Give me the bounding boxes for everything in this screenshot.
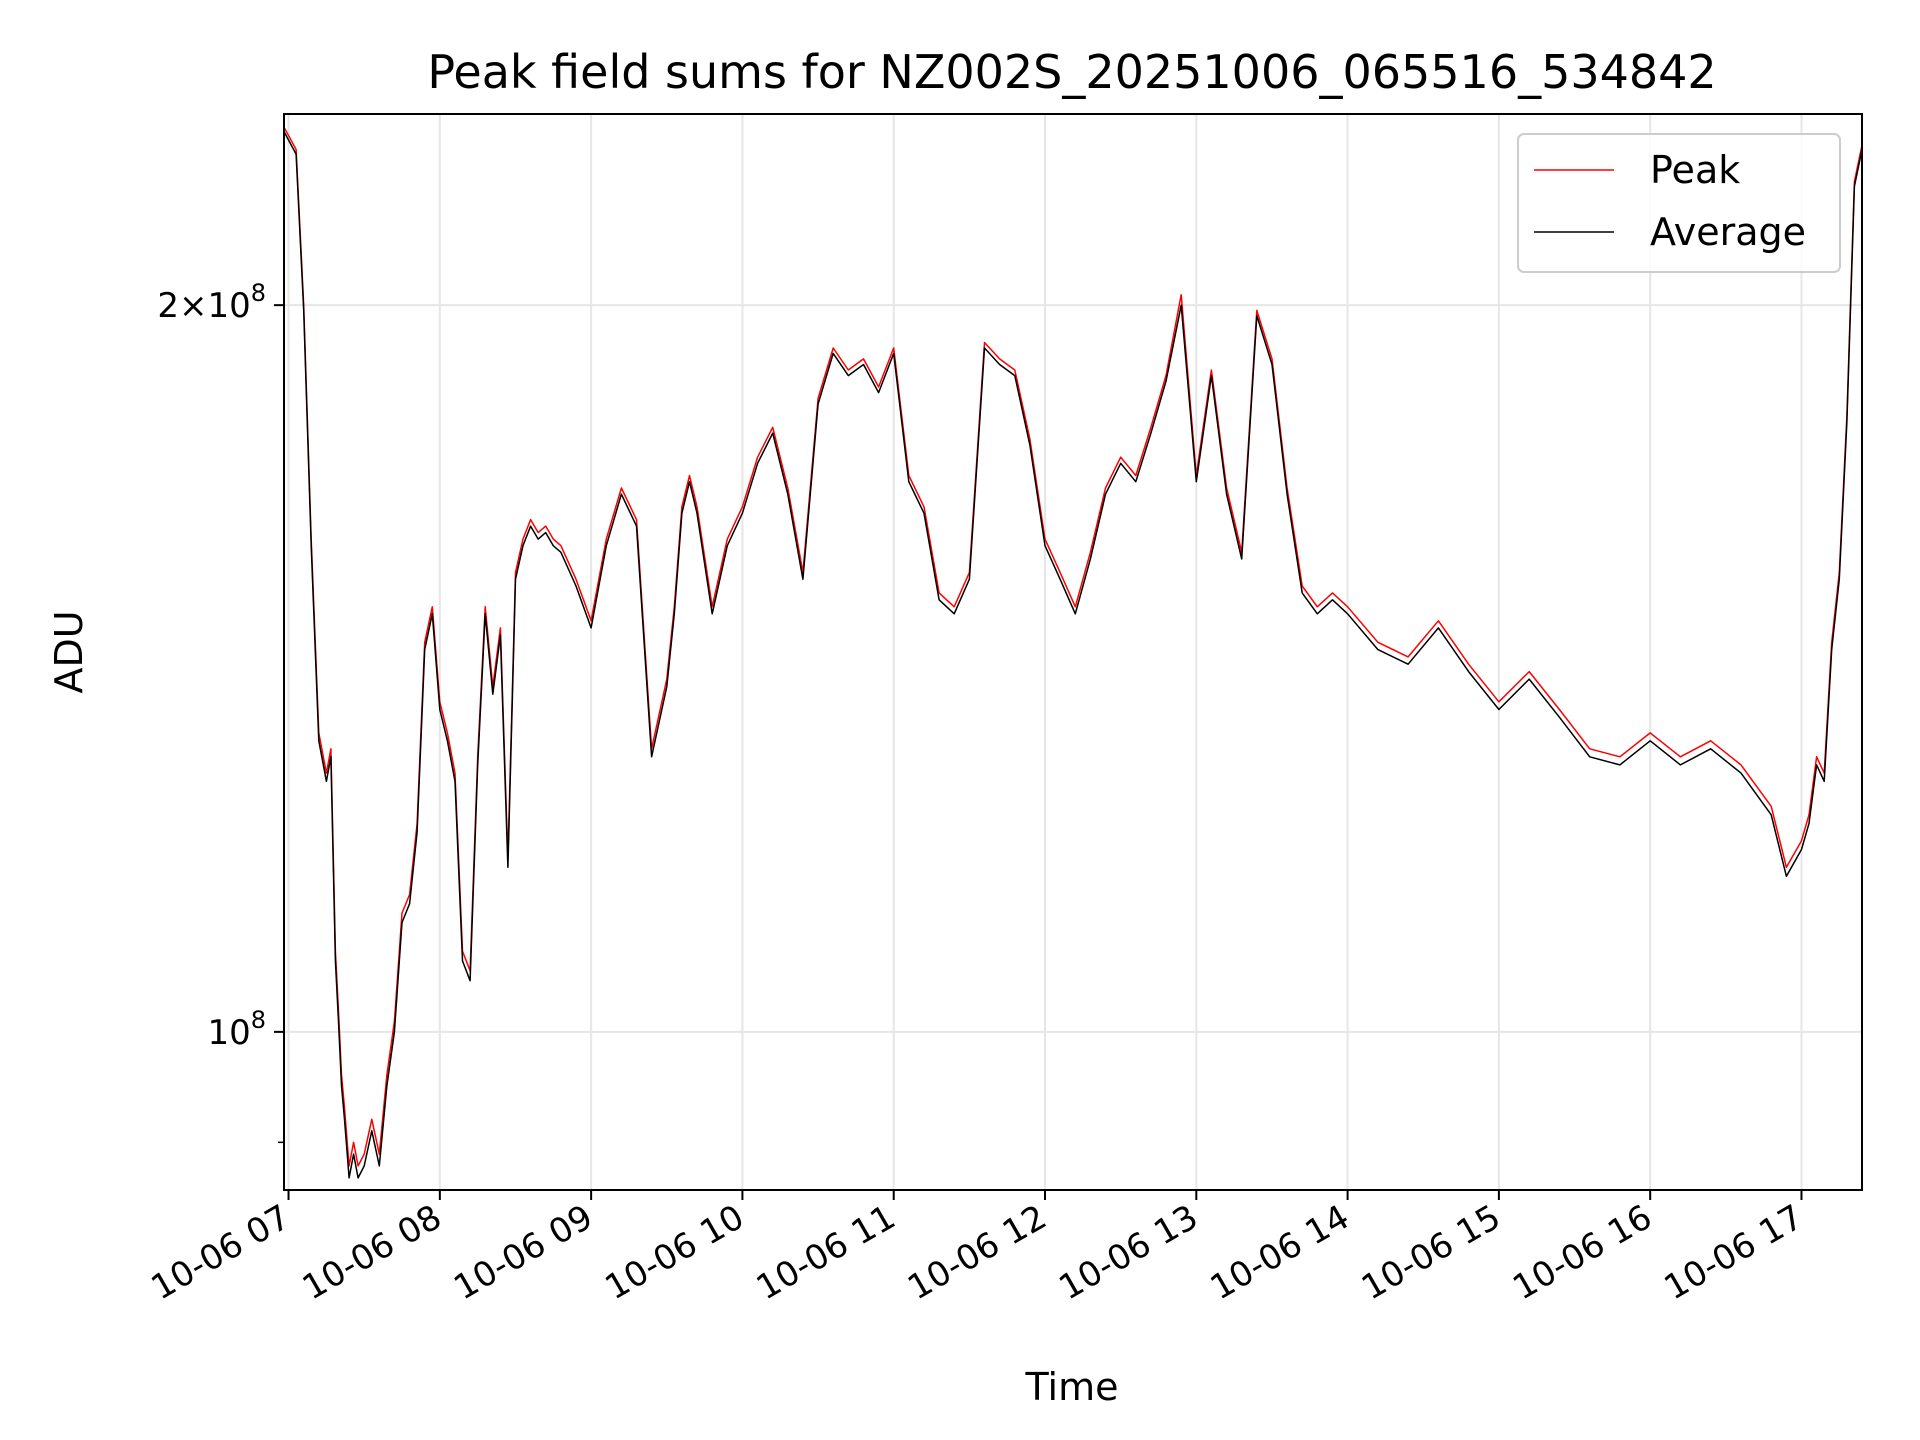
chart-title: Peak field sums for NZ002S_20251006_0655…: [427, 45, 1716, 99]
y-tick-label: 108: [207, 1006, 266, 1053]
legend-box: [1517, 133, 1841, 273]
y-axis-label: ADU: [47, 610, 91, 693]
series-line-average: [284, 131, 1862, 1179]
y-tick-label: 2×108: [157, 279, 266, 326]
legend: Peak Average: [1517, 133, 1841, 273]
y-axis-ticks: 108 2×108: [157, 279, 284, 1144]
series-layer: [284, 126, 1862, 1179]
legend-label-average: Average: [1650, 210, 1806, 254]
x-axis-label: Time: [1025, 1365, 1119, 1409]
plot-area-frame: [283, 113, 1863, 1191]
series-line-peak: [284, 126, 1862, 1167]
grid: [284, 114, 1862, 1190]
legend-label-peak: Peak: [1650, 148, 1740, 192]
